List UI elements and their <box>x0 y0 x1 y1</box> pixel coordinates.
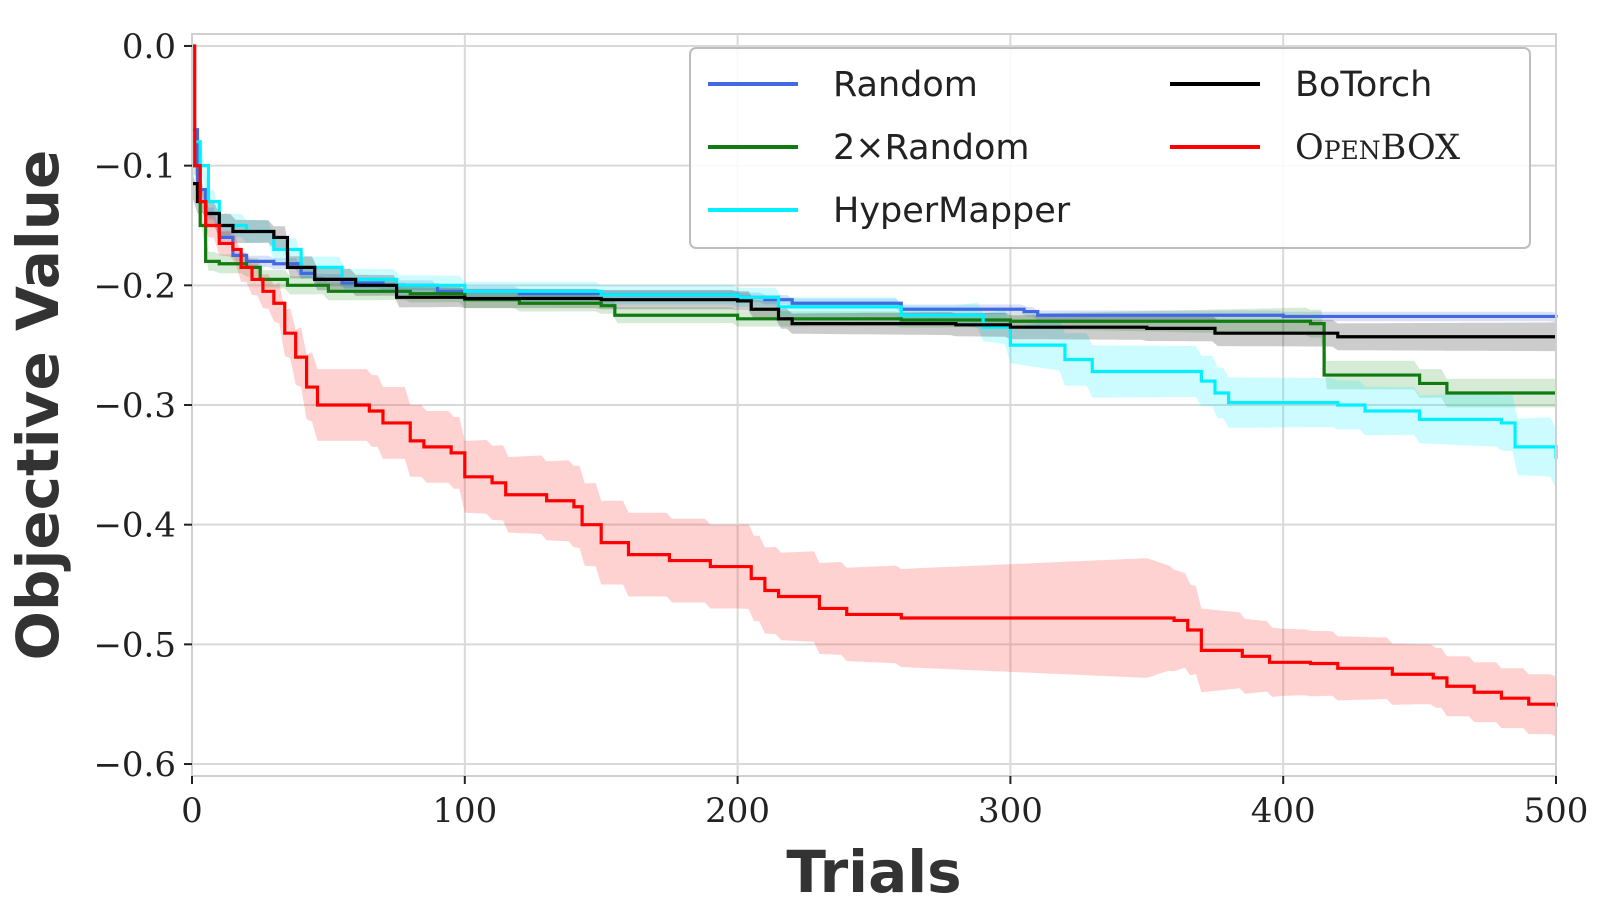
legend-label: BoTorch <box>1295 65 1432 105</box>
x-axis-title: Trials <box>786 838 961 900</box>
series-1-line <box>192 164 1556 395</box>
x-tick-label: 500 <box>1524 791 1589 831</box>
y-tick-label: −0.4 <box>93 506 176 546</box>
series-3-band <box>192 171 1556 352</box>
y-tick-label: −0.5 <box>93 625 176 665</box>
legend-label: OpenBOX <box>1295 128 1460 168</box>
legend-label: Random <box>833 65 978 105</box>
y-axis-title: Objective Value <box>4 150 72 661</box>
y-tick-label: −0.1 <box>93 147 176 187</box>
x-tick-label: 200 <box>705 791 770 831</box>
x-tick-label: 0 <box>181 791 203 831</box>
x-tick-label: 400 <box>1251 791 1316 831</box>
x-tick-label: 100 <box>432 791 497 831</box>
legend: Random 2×Random HyperMapper BoTorch OpenBOX <box>689 47 1531 249</box>
y-tick-label: −0.6 <box>93 745 176 785</box>
series-lines <box>192 44 1558 707</box>
y-tick-label: −0.3 <box>93 386 176 426</box>
series-4-line <box>192 44 1558 707</box>
axis-ticks: 0 100 200 300 400 500 0.0 −0.1 −0.2 −0.3 −0.4 −0.5 −… <box>93 27 1588 831</box>
y-tick-label: −0.2 <box>93 266 176 306</box>
x-tick-label: 300 <box>978 791 1043 831</box>
legend-box <box>689 47 1531 249</box>
y-tick-label: 0.0 <box>122 27 176 67</box>
series-4-band <box>192 34 1556 737</box>
series-3-line <box>192 181 1556 339</box>
series-2-band <box>192 129 1556 489</box>
legend-label: 2×Random <box>833 128 1030 168</box>
legend-label: HyperMapper <box>833 191 1071 231</box>
